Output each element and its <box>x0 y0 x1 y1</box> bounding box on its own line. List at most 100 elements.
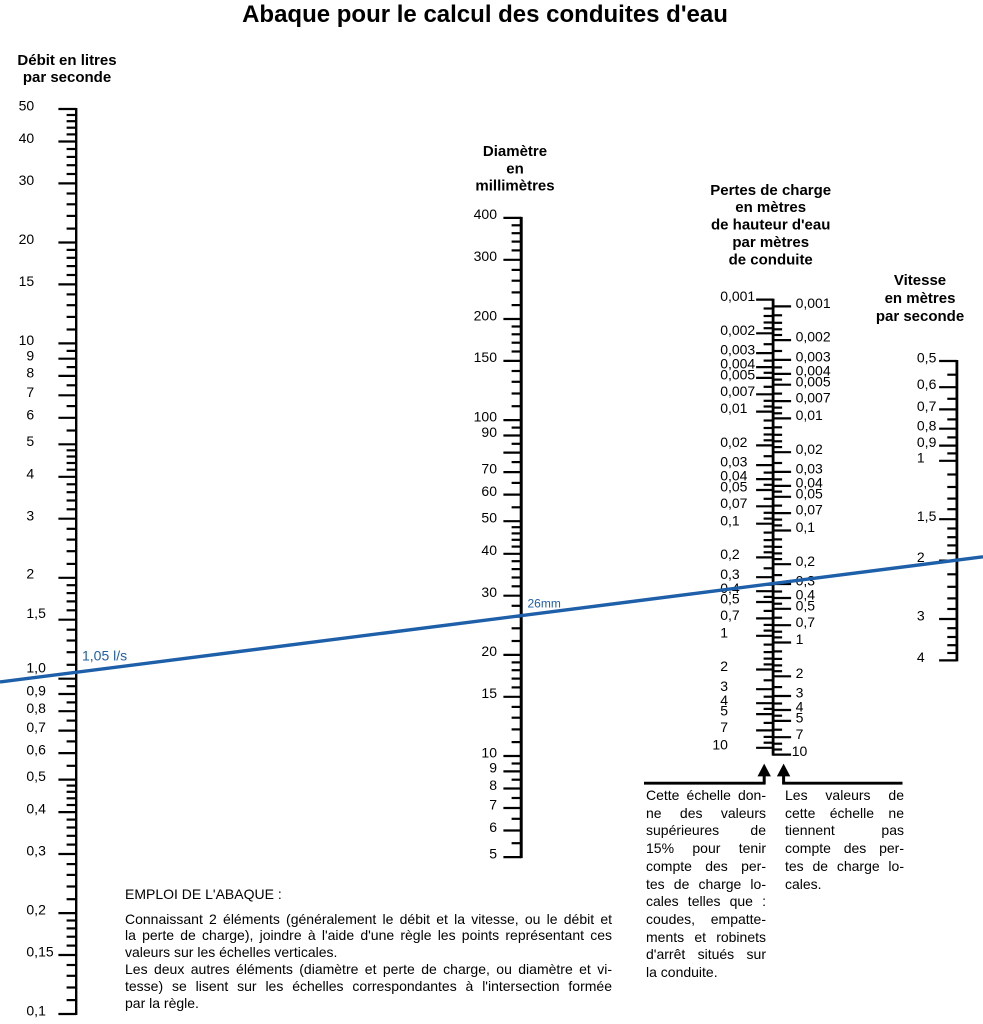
svg-text:0,04: 0,04 <box>720 468 747 484</box>
svg-text:10: 10 <box>792 743 808 759</box>
svg-text:0,007: 0,007 <box>720 383 755 399</box>
svg-text:par seconde: par seconde <box>23 69 111 86</box>
svg-text:0,07: 0,07 <box>720 495 747 511</box>
svg-text:90: 90 <box>481 424 497 440</box>
svg-text:26mm: 26mm <box>528 597 561 611</box>
svg-text:en mètres: en mètres <box>735 199 806 216</box>
svg-text:400: 400 <box>474 206 498 222</box>
svg-text:20: 20 <box>19 231 35 247</box>
svg-text:de conduite: de conduite <box>729 251 813 268</box>
svg-text:10: 10 <box>712 736 728 752</box>
svg-text:1,05 l/s: 1,05 l/s <box>82 648 127 664</box>
svg-text:0,05: 0,05 <box>720 479 747 495</box>
svg-text:0,8: 0,8 <box>917 417 937 433</box>
svg-text:0,9: 0,9 <box>26 683 46 699</box>
svg-text:1,5: 1,5 <box>917 508 937 524</box>
svg-text:0,7: 0,7 <box>26 719 46 735</box>
svg-text:5: 5 <box>796 710 804 726</box>
svg-text:5: 5 <box>489 845 497 861</box>
svg-text:0,8: 0,8 <box>26 700 46 716</box>
svg-text:2: 2 <box>796 665 804 681</box>
svg-text:0,1: 0,1 <box>26 1003 46 1019</box>
svg-text:en: en <box>506 160 524 177</box>
svg-text:4: 4 <box>796 699 804 715</box>
svg-text:0,03: 0,03 <box>720 454 747 470</box>
svg-text:5: 5 <box>26 433 34 449</box>
svg-text:0,07: 0,07 <box>796 502 823 518</box>
svg-text:0,2: 0,2 <box>720 546 740 562</box>
svg-text:0,9: 0,9 <box>917 434 937 450</box>
svg-text:6: 6 <box>26 406 34 422</box>
svg-text:3: 3 <box>796 685 804 701</box>
svg-text:par seconde: par seconde <box>876 308 964 325</box>
svg-text:0,003: 0,003 <box>796 349 831 365</box>
svg-text:0,2: 0,2 <box>796 553 816 569</box>
svg-text:70: 70 <box>481 460 497 476</box>
svg-text:0,02: 0,02 <box>796 441 823 457</box>
svg-text:4: 4 <box>917 649 925 665</box>
svg-text:Débit en litres: Débit en litres <box>17 52 116 69</box>
svg-text:1: 1 <box>720 624 728 640</box>
svg-text:40: 40 <box>19 130 35 146</box>
svg-text:0,5: 0,5 <box>796 597 816 613</box>
svg-text:0,6: 0,6 <box>917 376 937 392</box>
svg-text:0,7: 0,7 <box>796 614 816 630</box>
svg-text:4: 4 <box>26 465 34 481</box>
svg-text:0,004: 0,004 <box>720 356 755 372</box>
svg-text:4: 4 <box>720 692 728 708</box>
svg-text:7: 7 <box>489 796 497 812</box>
svg-text:0,5: 0,5 <box>917 350 937 366</box>
svg-text:15: 15 <box>19 273 35 289</box>
svg-text:1,0: 1,0 <box>26 659 46 675</box>
svg-text:7: 7 <box>720 719 728 735</box>
svg-text:7: 7 <box>26 384 34 400</box>
svg-text:0,5: 0,5 <box>720 591 740 607</box>
svg-text:3: 3 <box>26 507 34 523</box>
svg-text:1: 1 <box>917 449 925 465</box>
svg-text:0,01: 0,01 <box>720 400 747 416</box>
svg-text:9: 9 <box>26 347 34 363</box>
svg-text:0,02: 0,02 <box>720 434 747 450</box>
svg-text:0,6: 0,6 <box>26 742 46 758</box>
svg-text:Abaque pour le calcul des cond: Abaque pour le calcul des conduites d'ea… <box>242 1 728 28</box>
svg-text:0,003: 0,003 <box>720 342 755 358</box>
svg-text:0,002: 0,002 <box>720 322 755 338</box>
svg-text:0,1: 0,1 <box>720 512 740 528</box>
svg-text:en mètres: en mètres <box>885 290 956 307</box>
svg-text:6: 6 <box>489 819 497 835</box>
svg-text:2: 2 <box>917 549 925 565</box>
svg-text:30: 30 <box>19 172 35 188</box>
svg-text:40: 40 <box>481 542 497 558</box>
svg-text:0,005: 0,005 <box>720 367 755 383</box>
svg-text:20: 20 <box>481 643 497 659</box>
svg-text:1,5: 1,5 <box>26 605 46 621</box>
svg-text:7: 7 <box>796 726 804 742</box>
svg-text:8: 8 <box>489 777 497 793</box>
svg-text:0,01: 0,01 <box>796 407 823 423</box>
svg-text:0,007: 0,007 <box>796 390 831 406</box>
svg-text:0,004: 0,004 <box>796 363 831 379</box>
svg-text:60: 60 <box>481 483 497 499</box>
svg-text:10: 10 <box>481 744 497 760</box>
svg-text:0,001: 0,001 <box>720 288 755 304</box>
svg-text:0,3: 0,3 <box>720 566 740 582</box>
svg-text:0,002: 0,002 <box>796 329 831 345</box>
svg-text:0,005: 0,005 <box>796 373 831 389</box>
svg-text:0,3: 0,3 <box>26 843 46 859</box>
svg-text:millimètres: millimètres <box>475 178 554 195</box>
svg-text:Diamètre: Diamètre <box>483 143 547 160</box>
svg-text:0,4: 0,4 <box>26 801 46 817</box>
svg-text:0,04: 0,04 <box>796 475 823 491</box>
svg-text:3: 3 <box>917 608 925 624</box>
svg-text:2: 2 <box>720 658 728 674</box>
svg-text:0,001: 0,001 <box>796 295 831 311</box>
svg-text:0,15: 0,15 <box>26 944 53 960</box>
svg-text:Pertes de charge: Pertes de charge <box>710 182 831 199</box>
svg-text:0,03: 0,03 <box>796 461 823 477</box>
svg-text:de hauteur d'eau: de hauteur d'eau <box>711 217 830 234</box>
svg-text:200: 200 <box>474 307 498 323</box>
svg-text:0,4: 0,4 <box>796 587 816 603</box>
svg-text:Vitesse: Vitesse <box>894 272 946 289</box>
svg-text:5: 5 <box>720 703 728 719</box>
svg-text:1: 1 <box>796 631 804 647</box>
